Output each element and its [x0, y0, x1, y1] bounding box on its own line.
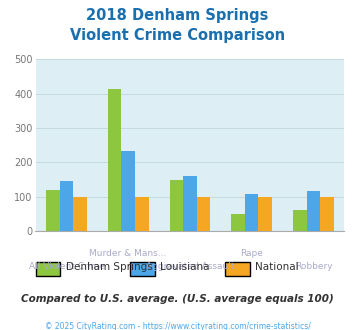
Bar	[183, 176, 197, 231]
Bar	[258, 197, 272, 231]
Text: 2018 Denham Springs: 2018 Denham Springs	[86, 8, 269, 23]
Text: Rape: Rape	[240, 249, 263, 258]
Bar	[108, 88, 121, 231]
Bar	[320, 197, 334, 231]
Bar	[73, 197, 87, 231]
Text: All Violent Crime: All Violent Crime	[28, 262, 104, 271]
Bar	[121, 151, 135, 231]
Bar	[60, 181, 73, 231]
Bar	[135, 197, 148, 231]
Bar	[197, 197, 210, 231]
Text: Louisiana: Louisiana	[160, 262, 210, 272]
Text: Compared to U.S. average. (U.S. average equals 100): Compared to U.S. average. (U.S. average …	[21, 294, 334, 304]
Text: National: National	[255, 262, 299, 272]
Text: © 2025 CityRating.com - https://www.cityrating.com/crime-statistics/: © 2025 CityRating.com - https://www.city…	[45, 322, 310, 330]
Bar	[307, 191, 320, 231]
Text: Denham Springs: Denham Springs	[66, 262, 152, 272]
Bar	[46, 190, 60, 231]
Text: Violent Crime Comparison: Violent Crime Comparison	[70, 28, 285, 43]
Text: Aggravated Assault: Aggravated Assault	[146, 262, 234, 271]
Bar	[245, 194, 258, 231]
Bar	[231, 214, 245, 231]
Bar	[293, 210, 307, 231]
Bar	[170, 180, 183, 231]
Text: Robbery: Robbery	[295, 262, 332, 271]
Text: Murder & Mans...: Murder & Mans...	[89, 249, 167, 258]
